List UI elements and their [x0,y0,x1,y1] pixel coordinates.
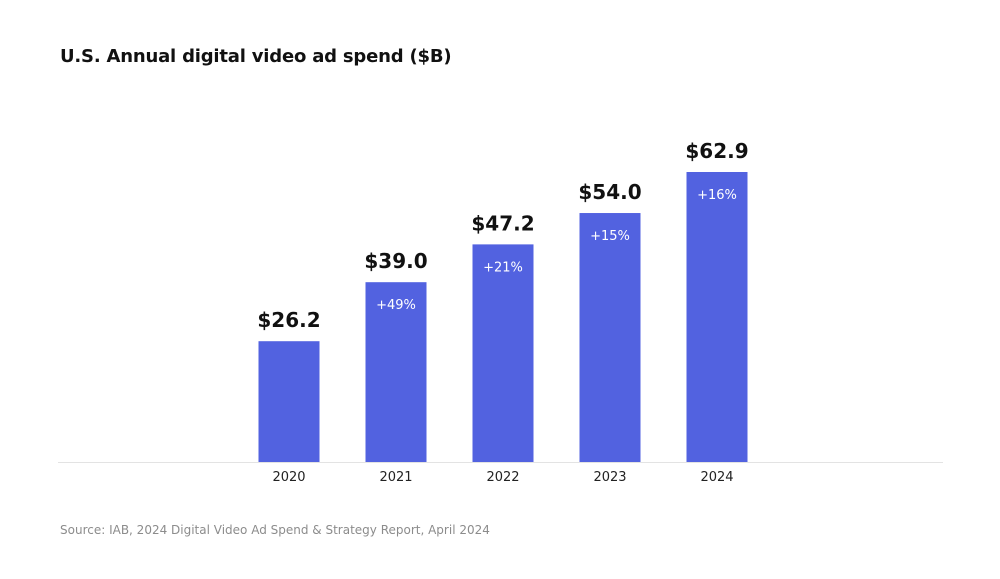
value-label-2022: $47.2 [471,211,534,235]
x-tick-label-2020: 2020 [272,470,305,485]
chart-title: U.S. Annual digital video ad spend ($B) [60,46,452,67]
x-tick-label-2023: 2023 [593,470,626,485]
value-label-2023: $54.0 [578,180,641,204]
value-label-2020: $26.2 [257,308,320,332]
bar-2024 [686,172,748,462]
x-tick-label-2022: 2022 [486,470,519,485]
value-label-2021: $39.0 [364,249,427,273]
bar-2021 [365,282,427,462]
bar-2022 [472,244,534,462]
bar-2023 [579,213,641,462]
growth-label-2023: +15% [590,229,630,244]
growth-label-2024: +16% [697,188,737,203]
value-label-2024: $62.9 [685,139,748,163]
x-tick-label-2021: 2021 [379,470,412,485]
source-note: Source: IAB, 2024 Digital Video Ad Spend… [60,523,490,537]
bar-2020 [258,341,320,462]
bars-group: $26.2 2020 $39.0 +49% 2021 $47.2 +21% 2022 $54.0… [257,139,748,485]
growth-label-2022: +21% [483,260,523,275]
growth-label-2021: +49% [376,298,416,313]
x-tick-label-2024: 2024 [700,470,733,485]
